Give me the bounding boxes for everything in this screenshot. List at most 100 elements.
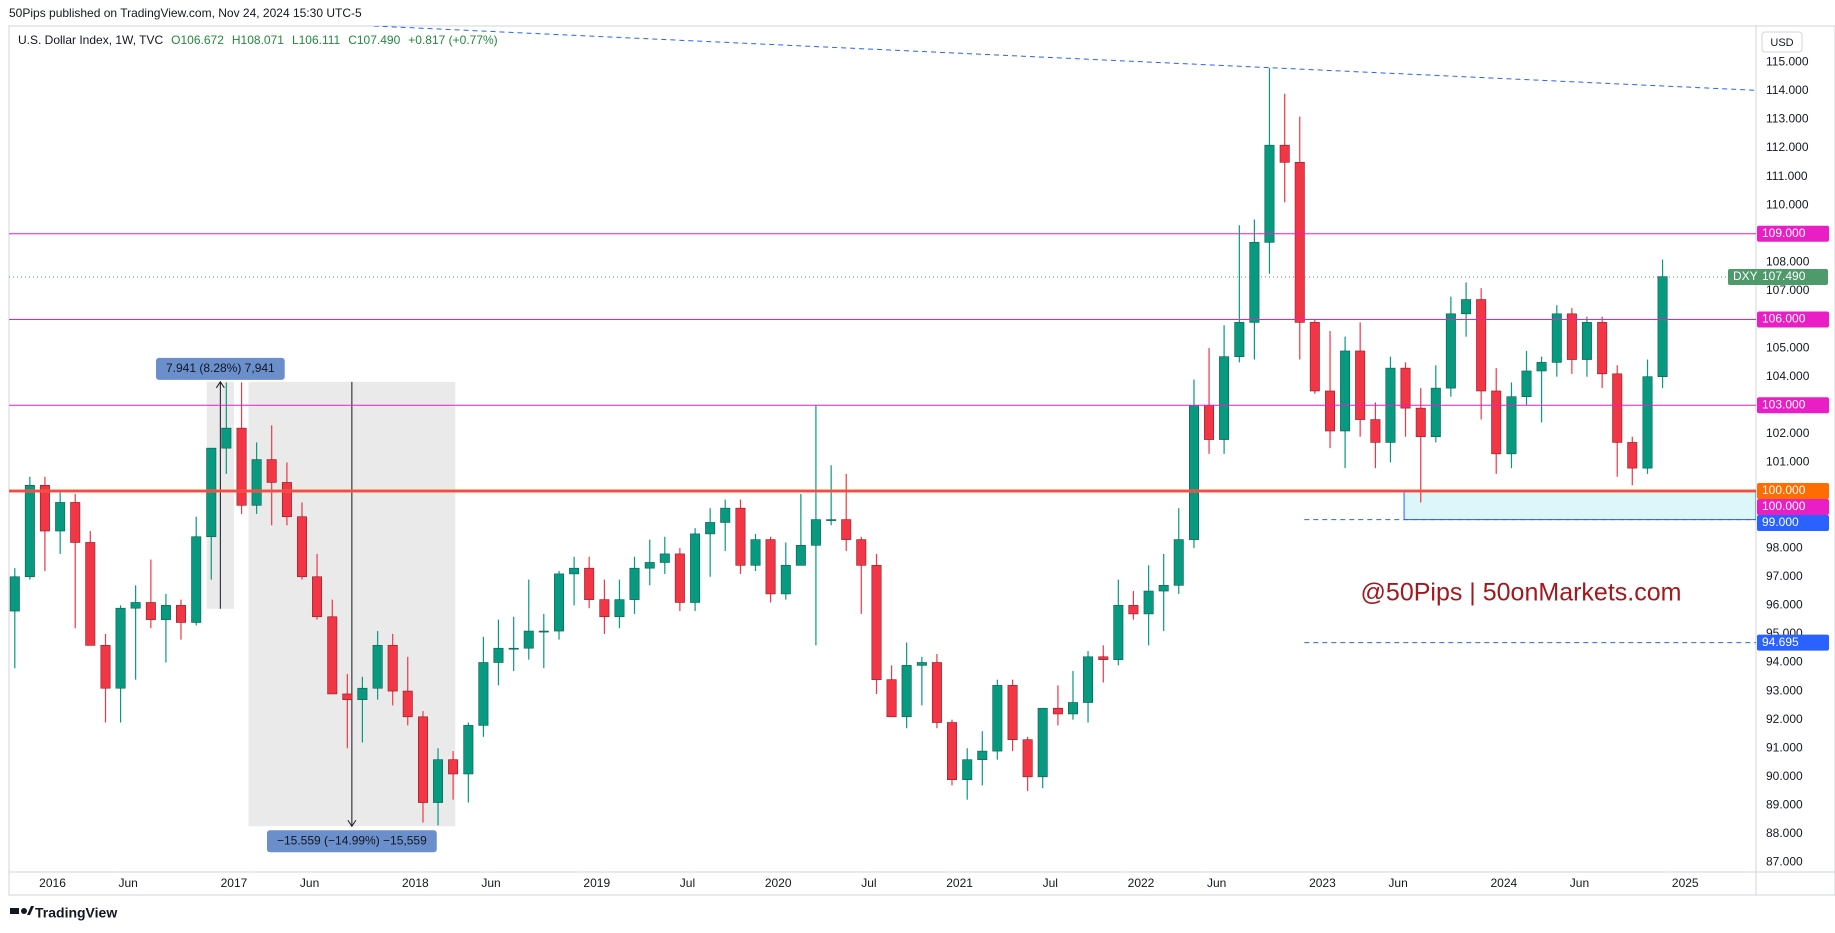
candle-body — [160, 605, 171, 620]
candle-body — [266, 459, 277, 483]
legend-symbol: U.S. Dollar Index, 1W, TVC — [18, 33, 163, 47]
y-tick-label: 98.000 — [1766, 540, 1803, 554]
y-tick-label: 114.000 — [1766, 83, 1809, 97]
x-tick-label: Jun — [300, 876, 319, 890]
level-label-box — [1757, 397, 1829, 414]
legend-value: H108.071 — [232, 33, 284, 47]
candle-body — [962, 759, 973, 780]
trendline — [373, 26, 1756, 91]
y-tick-label: 115.000 — [1766, 54, 1809, 68]
candle-body — [1309, 322, 1320, 392]
candle-body — [1521, 370, 1532, 397]
candle-body — [1355, 350, 1366, 420]
level-label-box — [1757, 515, 1829, 532]
candle-body — [1007, 685, 1018, 740]
candle-body — [327, 616, 338, 695]
candle-body — [629, 567, 640, 600]
candle-body — [1098, 656, 1109, 660]
currency-box[interactable] — [1761, 31, 1803, 53]
legend-value: O106.672 — [171, 33, 224, 47]
candle-body — [433, 759, 444, 803]
y-tick-label: 110.000 — [1766, 197, 1809, 211]
candle-body — [1642, 376, 1653, 469]
y-tick-label: 96.000 — [1766, 598, 1803, 612]
candle-body — [1430, 387, 1441, 438]
candle-body — [1294, 162, 1305, 323]
candle-body — [1083, 656, 1094, 703]
level-label: 103.000 — [1762, 397, 1806, 411]
candle-body — [1627, 442, 1638, 469]
candle-body — [1128, 605, 1139, 615]
candle-body — [236, 427, 247, 506]
candle-body — [402, 690, 413, 718]
measure-label: −15.559 (−14.99%) −15,559 — [277, 833, 427, 847]
candle-body — [1340, 350, 1351, 432]
y-tick-label: 93.000 — [1766, 683, 1803, 697]
x-tick-label: Jun — [1388, 876, 1407, 890]
level-label: 100.000 — [1762, 499, 1806, 513]
candle-body — [175, 605, 186, 623]
candle-body — [599, 599, 610, 618]
brand: TradingView — [35, 905, 117, 921]
candle-body — [750, 539, 761, 566]
candle-body — [841, 519, 852, 540]
candle-body — [644, 562, 655, 569]
candle-body — [584, 567, 595, 600]
candle-body — [221, 427, 232, 449]
x-tick-label: 2017 — [221, 876, 248, 890]
measure-label: 7.941 (8.28%) 7,941 — [166, 361, 275, 375]
candle-body — [1461, 299, 1472, 315]
zone — [1403, 490, 1756, 521]
y-tick-label: 101.000 — [1766, 455, 1810, 469]
candle-body — [448, 759, 459, 775]
candle-body — [9, 576, 20, 612]
candle-body — [871, 565, 882, 680]
y-tick-label: 102.000 — [1766, 426, 1810, 440]
candle-body — [1264, 144, 1275, 243]
candle-body — [1566, 313, 1577, 360]
x-tick-label: Jul — [1043, 876, 1058, 890]
candle-body — [145, 602, 156, 620]
candle-body — [735, 507, 746, 566]
y-tick-label: 91.000 — [1766, 740, 1803, 754]
last-price-box — [1728, 268, 1828, 285]
candle-body — [690, 533, 701, 603]
candle-body — [372, 645, 383, 689]
candle-body — [916, 662, 927, 666]
candle-body — [659, 553, 670, 563]
candle-body — [992, 685, 1003, 752]
y-tick-label: 88.000 — [1766, 826, 1803, 840]
legend-value: +0.817 (+0.77%) — [408, 33, 497, 47]
x-tick-label: Jul — [861, 876, 876, 890]
candle-body — [1491, 390, 1502, 455]
candle-body — [85, 542, 96, 646]
candle-body — [1037, 707, 1048, 778]
candle-body — [554, 573, 565, 632]
candle-body — [24, 484, 35, 578]
candle-body — [1052, 707, 1063, 715]
candle-body — [1249, 242, 1260, 323]
x-tick-label: 2024 — [1490, 876, 1517, 890]
candle-body — [1188, 404, 1199, 540]
candle-body — [1536, 362, 1547, 372]
y-tick-label: 111.000 — [1766, 169, 1808, 183]
y-tick-label: 104.000 — [1766, 369, 1810, 383]
candle-body — [795, 545, 806, 566]
x-tick-label: 2022 — [1128, 876, 1155, 890]
candle-body — [720, 507, 731, 523]
legend-value: C107.490 — [348, 33, 400, 47]
candle-body — [1612, 373, 1623, 443]
publisher-header: 50Pips published on TradingView.com, Nov… — [9, 6, 362, 20]
candle-body — [1204, 404, 1215, 440]
candle-body — [765, 539, 776, 595]
currency: USD — [1770, 37, 1793, 49]
candle-body — [886, 679, 897, 718]
candle-body — [1551, 313, 1562, 363]
level-label: 99.000 — [1762, 515, 1799, 529]
watermark: @50Pips | 50onMarkets.com — [1361, 579, 1682, 607]
candle-body — [130, 602, 141, 609]
candle-body — [312, 576, 323, 618]
candle-body — [1219, 356, 1230, 440]
candle-body — [100, 645, 111, 689]
candle-body — [1415, 407, 1426, 438]
